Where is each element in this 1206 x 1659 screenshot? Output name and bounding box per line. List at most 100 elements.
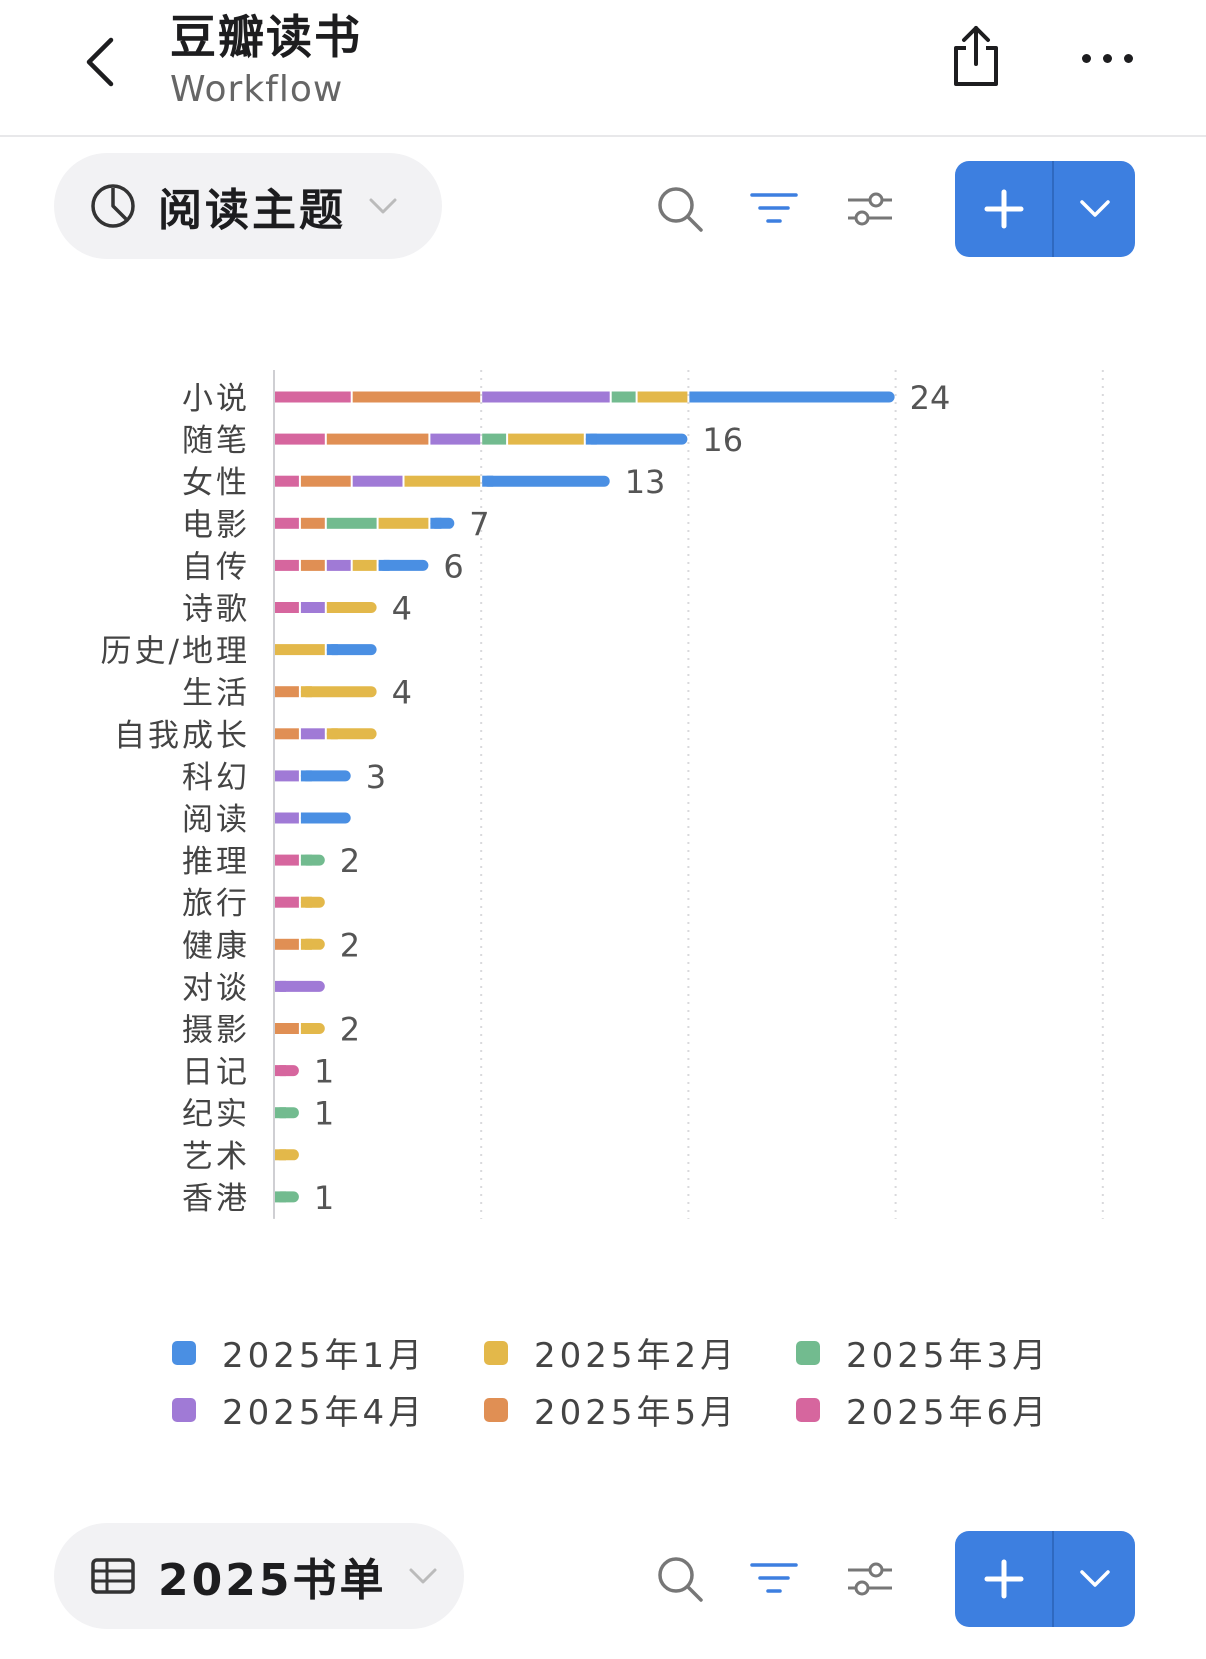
share-button[interactable]	[940, 20, 1012, 92]
share-icon	[954, 26, 998, 86]
app-subtitle: Workflow	[170, 69, 344, 110]
x-tick-label: 24	[875, 1237, 916, 1240]
bar-segment	[352, 559, 377, 571]
bar-total-label: 1	[314, 1095, 334, 1133]
legend-swatch	[796, 1397, 820, 1422]
legend-label: 2025年3月	[846, 1336, 1051, 1376]
legend-item[interactable]: 2025年5月	[484, 1385, 738, 1434]
legend-item[interactable]: 2025年1月	[172, 1328, 426, 1377]
bar-segment	[275, 644, 325, 656]
search-button[interactable]	[652, 181, 708, 237]
bar-total-label: 2	[340, 926, 360, 964]
legend-item[interactable]: 2025年2月	[484, 1328, 738, 1377]
chevron-down-icon	[369, 198, 397, 214]
bar-segment	[275, 1065, 286, 1077]
filter-button[interactable]	[746, 181, 802, 237]
bar-segment	[326, 728, 377, 740]
chevron-down-icon	[1079, 1570, 1110, 1587]
bar-segment	[326, 433, 429, 445]
bar-segment	[275, 980, 286, 992]
legend-item[interactable]: 2025年6月	[796, 1385, 1050, 1434]
bar-total-label: 24	[910, 379, 951, 417]
bar-segment	[275, 812, 299, 824]
bar-segment	[482, 475, 494, 487]
bar-segment	[585, 433, 688, 445]
bar-segment	[352, 391, 481, 403]
back-button[interactable]	[70, 22, 130, 102]
y-category-label: 生活	[182, 676, 250, 712]
y-category-label: 自我成长	[114, 718, 250, 754]
chart-view-toolbar: 阅读主题	[0, 153, 1206, 263]
bar-total-label: 2	[340, 1011, 360, 1049]
legend-label: 2025年5月	[534, 1393, 739, 1433]
bar-segment	[275, 1191, 286, 1203]
bar-segment	[300, 602, 325, 613]
bar-segment	[275, 938, 299, 950]
x-tick-label: 8	[471, 1237, 491, 1240]
x-tick-label: 16	[668, 1237, 709, 1240]
more-dot	[1123, 53, 1133, 63]
bar-segment	[326, 602, 338, 613]
bar-segment	[275, 1149, 286, 1161]
y-category-label: 阅读	[182, 802, 250, 838]
x-tick-label: 0	[264, 1237, 284, 1240]
bar-total-label: 2	[340, 842, 360, 880]
add-button[interactable]	[955, 1531, 1052, 1627]
bar-segment	[300, 475, 351, 487]
legend-label: 2025年4月	[222, 1393, 427, 1433]
sliders-icon	[848, 192, 892, 226]
bar-total-label: 4	[392, 590, 412, 628]
bar-segment	[300, 812, 312, 824]
legend-label: 2025年6月	[846, 1393, 1051, 1433]
bar-segment	[300, 728, 325, 740]
bar-segment	[300, 559, 325, 571]
settings-button[interactable]	[842, 181, 898, 237]
table-view-toolbar: 2025书单	[0, 1523, 1206, 1633]
add-dropdown-button[interactable]	[1054, 161, 1135, 257]
more-button[interactable]	[1062, 30, 1152, 86]
bar-segment	[275, 854, 299, 866]
bar-segment	[637, 391, 688, 403]
filter-button[interactable]	[746, 1551, 802, 1607]
bar-segment	[275, 728, 299, 740]
add-button-group	[955, 161, 1135, 257]
chevron-left-icon	[86, 37, 114, 87]
bar-segment	[300, 1023, 312, 1034]
bar-segment	[430, 433, 481, 445]
sliders-icon	[848, 1562, 892, 1596]
bar-segment	[300, 896, 312, 908]
settings-button[interactable]	[842, 1551, 898, 1607]
bar-segment	[689, 391, 895, 403]
add-button[interactable]	[955, 161, 1052, 257]
add-separator	[1052, 1531, 1054, 1627]
add-separator	[1052, 161, 1054, 257]
table-view-selector[interactable]: 2025书单	[54, 1523, 464, 1629]
bar-segment	[275, 686, 299, 698]
bar-segment	[378, 559, 390, 571]
search-button[interactable]	[652, 1551, 708, 1607]
bar-segment	[300, 812, 351, 824]
bar-total-label: 16	[702, 421, 743, 459]
title-block: 豆瓣读书 Workflow	[170, 6, 362, 112]
chart-view-label: 阅读主题	[158, 185, 346, 236]
bar-segment	[275, 602, 299, 613]
pie-chart-icon	[91, 184, 135, 228]
y-category-label: 自传	[182, 549, 250, 585]
bar-segment	[508, 433, 584, 445]
legend-item[interactable]: 2025年4月	[172, 1385, 426, 1434]
bar-segment	[585, 433, 597, 445]
bar-total-label: 1	[314, 1053, 334, 1091]
legend-item[interactable]: 2025年3月	[796, 1328, 1050, 1377]
bar-segment	[378, 517, 429, 529]
bar-segment	[611, 391, 636, 403]
legend-swatch	[796, 1340, 820, 1365]
x-tick-label: 32	[1082, 1237, 1123, 1240]
chart-view-selector[interactable]: 阅读主题	[54, 153, 442, 259]
bar-segment	[326, 559, 351, 571]
add-dropdown-button[interactable]	[1054, 1531, 1135, 1627]
y-category-label: 艺术	[182, 1139, 250, 1175]
chevron-down-icon	[1079, 200, 1110, 217]
y-category-label: 摄影	[182, 1013, 250, 1049]
bar-segment	[326, 602, 377, 613]
bar-segment	[275, 475, 299, 487]
